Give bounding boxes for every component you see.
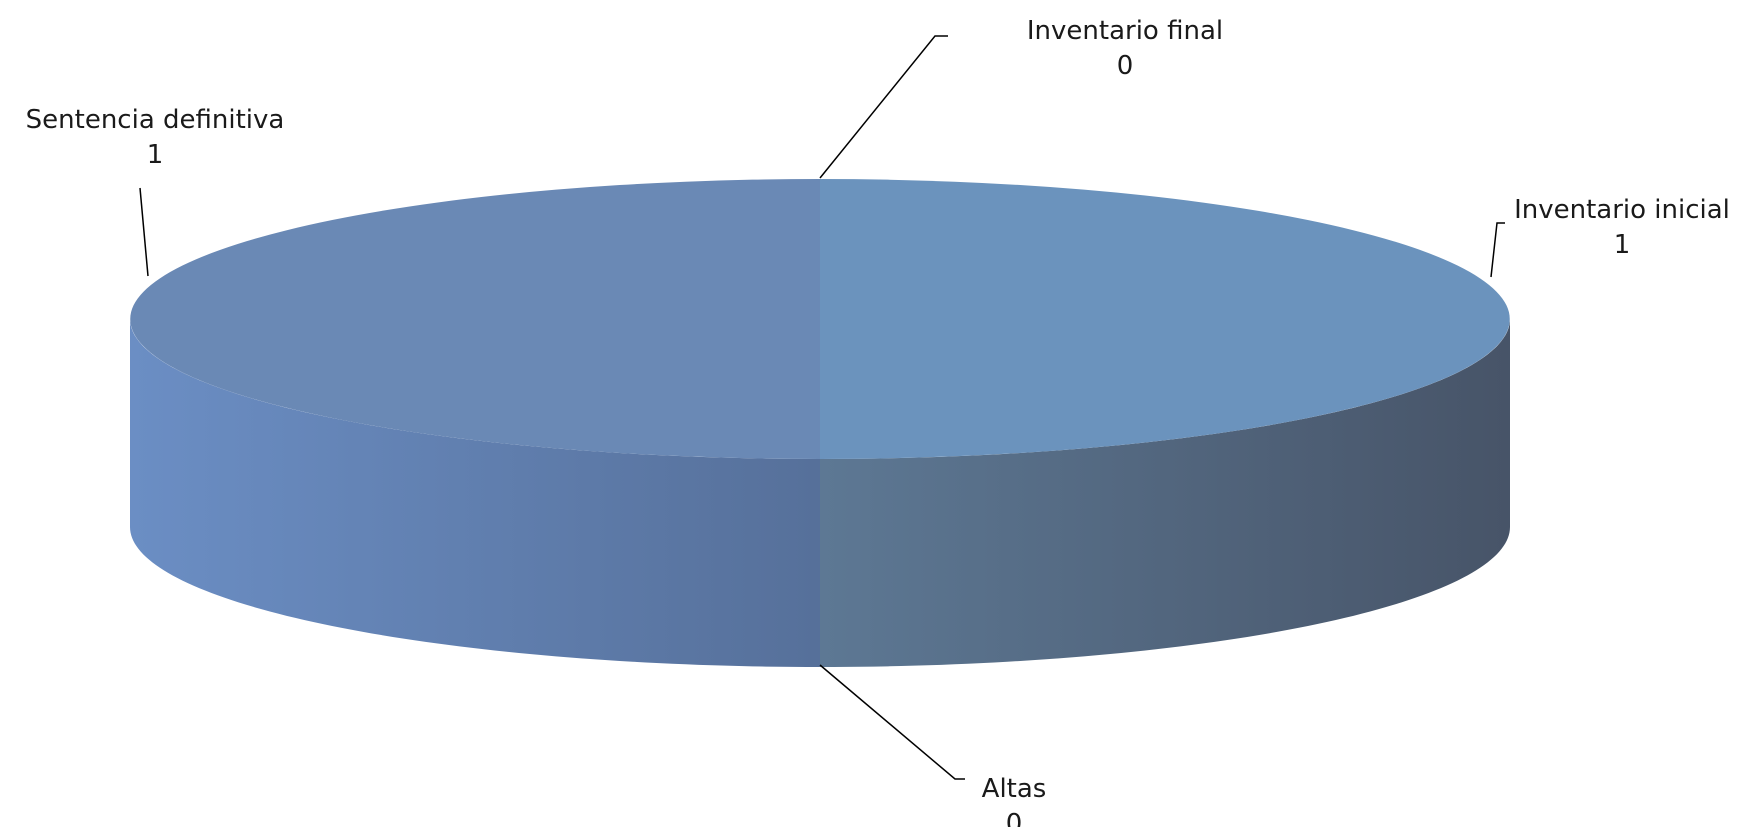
leader-line-1 bbox=[819, 664, 965, 780]
leader-line-3 bbox=[819, 35, 948, 179]
pie-slice-2 bbox=[130, 179, 820, 459]
pie-slice-side-2 bbox=[130, 319, 820, 667]
data-labels: Inventario inicial 1 Altas 0 Sentencia defin… bbox=[26, 16, 1730, 827]
data-label-name-2: Sentencia definitiva bbox=[26, 105, 285, 135]
data-label-value-1: 0 bbox=[1006, 809, 1023, 827]
data-label-value-3: 0 bbox=[1117, 51, 1134, 81]
pie-slice-side-0 bbox=[820, 319, 1510, 667]
data-label-name-3: Inventario final bbox=[1027, 16, 1223, 46]
pie-group bbox=[130, 179, 1510, 667]
data-label-name-0: Inventario inicial bbox=[1514, 195, 1730, 225]
data-label-value-0: 1 bbox=[1614, 230, 1631, 260]
data-label-value-2: 1 bbox=[147, 140, 164, 170]
leader-line-0 bbox=[1490, 222, 1505, 278]
leader-line-2 bbox=[139, 187, 149, 277]
data-label-name-1: Altas bbox=[982, 774, 1047, 804]
pie-slice-0 bbox=[820, 179, 1510, 459]
